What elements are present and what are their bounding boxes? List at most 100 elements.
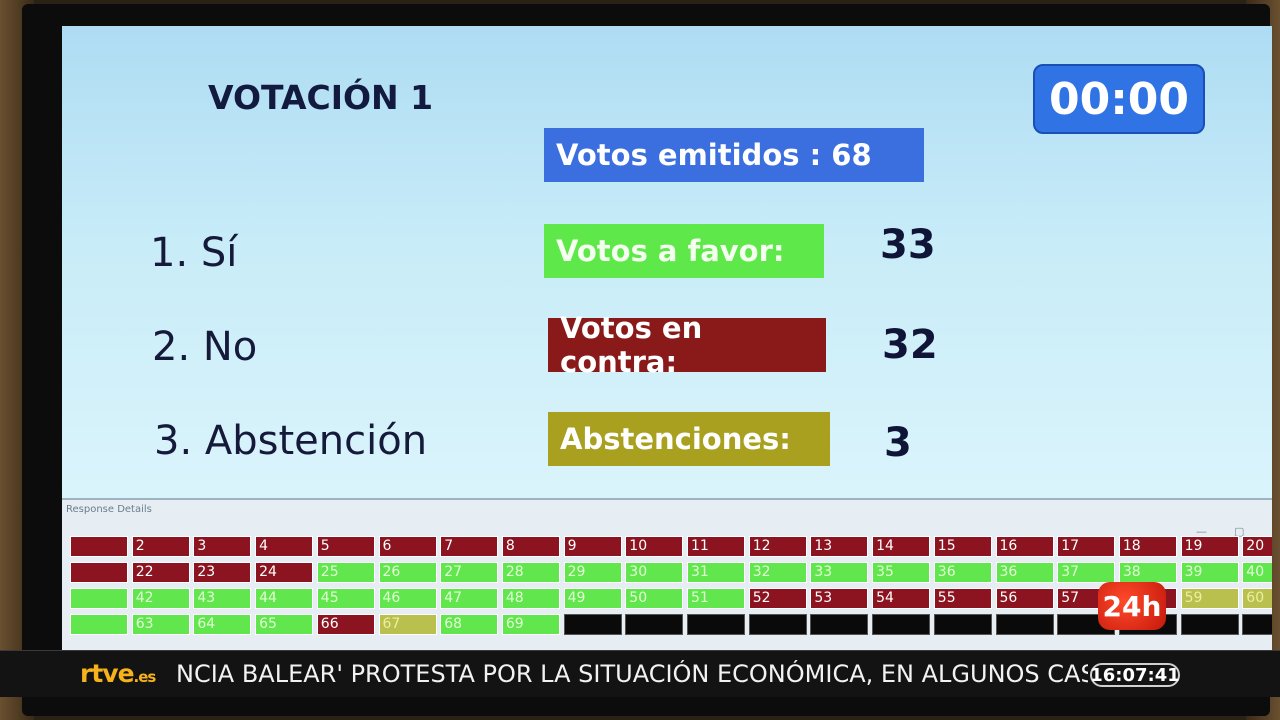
seat-cell: 28	[501, 562, 560, 583]
seat-cell: 55	[933, 588, 992, 609]
seat-cell: 54	[872, 588, 931, 609]
seat-cell	[995, 614, 1054, 635]
votes-against-count: 32	[882, 322, 938, 368]
seat-cell: 27	[440, 562, 499, 583]
seat-cell: 45	[316, 588, 375, 609]
abstentions-count: 3	[884, 420, 912, 466]
seat-cell: 15	[933, 536, 992, 557]
option-yes-label: 1. Sí	[150, 230, 238, 276]
seat-cell: 50	[625, 588, 684, 609]
seat-cell	[70, 614, 128, 635]
seat-cell: 16	[995, 536, 1054, 557]
seat-cell: 36	[933, 562, 992, 583]
votes-for-box: Votos a favor:	[544, 224, 824, 278]
seat-cell: 14	[872, 536, 931, 557]
seat-cell: 2	[131, 536, 190, 557]
seat-cell: 38	[1118, 562, 1177, 583]
seat-cell	[70, 536, 128, 557]
abstentions-box: Abstenciones:	[548, 412, 830, 466]
seat-cell: 49	[563, 588, 622, 609]
seat-cell: 67	[378, 614, 437, 635]
seat-cell: 44	[255, 588, 314, 609]
seat-cell: 40	[1242, 562, 1272, 583]
seat-cell: 48	[501, 588, 560, 609]
seat-cell: 17	[1057, 536, 1116, 557]
seat-cell: 8	[501, 536, 560, 557]
vote-title: VOTACIÓN 1	[208, 78, 434, 117]
rtve-logo: rtve.es	[80, 659, 156, 688]
option-no-label: 2. No	[152, 324, 258, 370]
monitor: VOTACIÓN 1 00:00 Votos emitidos : 68 1. …	[22, 4, 1272, 716]
seat-cell: 11	[687, 536, 745, 557]
timer-display: 00:00	[1033, 64, 1205, 134]
seat-cell: 53	[810, 588, 869, 609]
seat-cell: 33	[810, 562, 869, 583]
seat-cell: 39	[1180, 562, 1239, 583]
seat-cell	[70, 588, 128, 609]
seat-cell: 46	[378, 588, 437, 609]
seat-cell: 19	[1180, 536, 1239, 557]
seat-cell: 9	[563, 536, 622, 557]
seat-cell: 26	[378, 562, 437, 583]
seat-cell: 68	[440, 614, 499, 635]
seat-cell: 23	[193, 562, 252, 583]
seat-cell: 13	[810, 536, 869, 557]
seat-cell: 22	[131, 562, 190, 583]
seat-cell: 51	[687, 588, 745, 609]
panel-title: Response Details	[66, 504, 152, 515]
seat-cell: 69	[501, 614, 560, 635]
seat-cell: 52	[748, 588, 807, 609]
seat-cell: 30	[625, 562, 684, 583]
seat-cell: 60	[1242, 588, 1272, 609]
seat-cell: 56	[995, 588, 1054, 609]
seat-cell: 29	[563, 562, 622, 583]
seat-cell: 25	[316, 562, 375, 583]
seat-cell: 31	[687, 562, 745, 583]
seat-cell: 3	[193, 536, 252, 557]
seat-cell: 43	[193, 588, 252, 609]
news-ticker: rtve.es NCIA BALEAR' PROTESTA POR LA SIT…	[0, 650, 1280, 697]
seat-cell: 36	[995, 562, 1054, 583]
seat-cell: 18	[1118, 536, 1177, 557]
seat-grid: 2 3 4 5 6 7 8 9 10 11 12 13 14 15 16 17 18 19 20 22 23 24 25 26…	[70, 536, 1272, 650]
seat-cell: 47	[440, 588, 499, 609]
votes-emitted-box: Votos emitidos : 68	[544, 128, 924, 182]
seat-cell: 59	[1180, 588, 1239, 609]
seat-cell: 63	[131, 614, 190, 635]
maximize-icon[interactable]: ▢	[1234, 525, 1245, 538]
option-abstain-label: 3. Abstención	[154, 418, 428, 464]
seat-cell: 12	[748, 536, 807, 557]
seat-cell	[625, 614, 684, 635]
seat-cell: 10	[625, 536, 684, 557]
ticker-text: NCIA BALEAR' PROTESTA POR LA SITUACIÓN E…	[176, 660, 1088, 688]
seat-cell: 6	[378, 536, 437, 557]
seat-cell: 37	[1057, 562, 1116, 583]
seat-cell	[70, 562, 128, 583]
seat-cell: 5	[316, 536, 375, 557]
seat-cell	[1242, 614, 1272, 635]
seat-cell: 7	[440, 536, 499, 557]
seat-cell: 64	[193, 614, 252, 635]
seat-cell: 65	[255, 614, 314, 635]
seat-cell	[687, 614, 745, 635]
votes-for-count: 33	[880, 222, 936, 268]
seat-cell: 35	[872, 562, 931, 583]
seat-cell: 42	[131, 588, 190, 609]
voting-screen: VOTACIÓN 1 00:00 Votos emitidos : 68 1. …	[62, 26, 1272, 650]
votes-against-box: Votos en contra:	[548, 311, 826, 379]
minimize-icon[interactable]: —	[1196, 525, 1207, 538]
seat-cell	[748, 614, 807, 635]
seat-cell: 24	[255, 562, 314, 583]
ticker-clock: 16:07:41	[1090, 663, 1180, 687]
seat-cell: 32	[748, 562, 807, 583]
seat-cell: 20	[1242, 536, 1272, 557]
seat-cell: 4	[255, 536, 314, 557]
seat-cell	[810, 614, 869, 635]
seat-cell: 66	[316, 614, 375, 635]
seat-cell	[1180, 614, 1239, 635]
seat-cell	[872, 614, 931, 635]
seat-cell	[933, 614, 992, 635]
seat-cell	[563, 614, 622, 635]
response-details-panel: Response Details — ▢ 2 3 4 5 6 7 8 9 10 11 12 13 14 1…	[62, 498, 1272, 650]
channel-24h-badge: 24h	[1098, 582, 1166, 630]
